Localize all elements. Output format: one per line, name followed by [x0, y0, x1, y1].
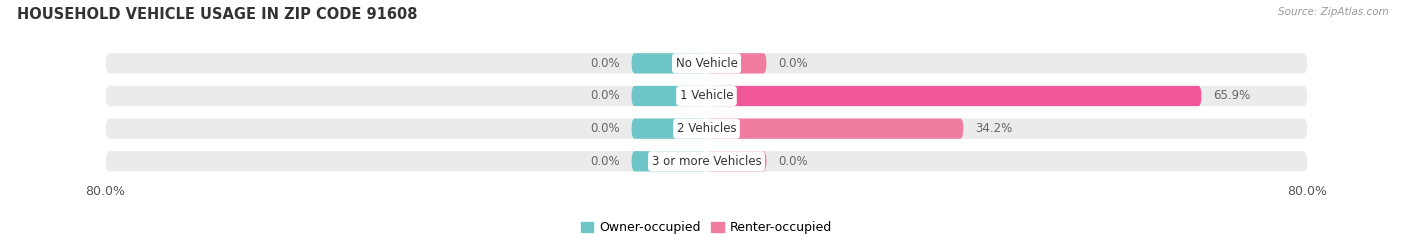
Legend: Owner-occupied, Renter-occupied: Owner-occupied, Renter-occupied	[576, 216, 837, 234]
Text: 65.9%: 65.9%	[1213, 89, 1250, 102]
Text: 2 Vehicles: 2 Vehicles	[676, 122, 737, 135]
FancyBboxPatch shape	[631, 119, 707, 139]
Text: 1 Vehicle: 1 Vehicle	[679, 89, 734, 102]
FancyBboxPatch shape	[105, 53, 1308, 73]
FancyBboxPatch shape	[707, 86, 1202, 106]
Text: 34.2%: 34.2%	[974, 122, 1012, 135]
Text: 0.0%: 0.0%	[591, 57, 620, 70]
Text: 0.0%: 0.0%	[778, 155, 807, 168]
Text: No Vehicle: No Vehicle	[675, 57, 738, 70]
FancyBboxPatch shape	[631, 86, 707, 106]
FancyBboxPatch shape	[105, 86, 1308, 106]
FancyBboxPatch shape	[105, 151, 1308, 172]
FancyBboxPatch shape	[631, 53, 707, 73]
Text: HOUSEHOLD VEHICLE USAGE IN ZIP CODE 91608: HOUSEHOLD VEHICLE USAGE IN ZIP CODE 9160…	[17, 7, 418, 22]
FancyBboxPatch shape	[707, 53, 766, 73]
Text: 0.0%: 0.0%	[591, 122, 620, 135]
Text: 0.0%: 0.0%	[591, 89, 620, 102]
Text: 0.0%: 0.0%	[778, 57, 807, 70]
FancyBboxPatch shape	[707, 151, 766, 172]
Text: 0.0%: 0.0%	[591, 155, 620, 168]
FancyBboxPatch shape	[631, 151, 707, 172]
Text: 3 or more Vehicles: 3 or more Vehicles	[651, 155, 762, 168]
FancyBboxPatch shape	[707, 119, 963, 139]
FancyBboxPatch shape	[105, 119, 1308, 139]
Text: Source: ZipAtlas.com: Source: ZipAtlas.com	[1278, 7, 1389, 17]
